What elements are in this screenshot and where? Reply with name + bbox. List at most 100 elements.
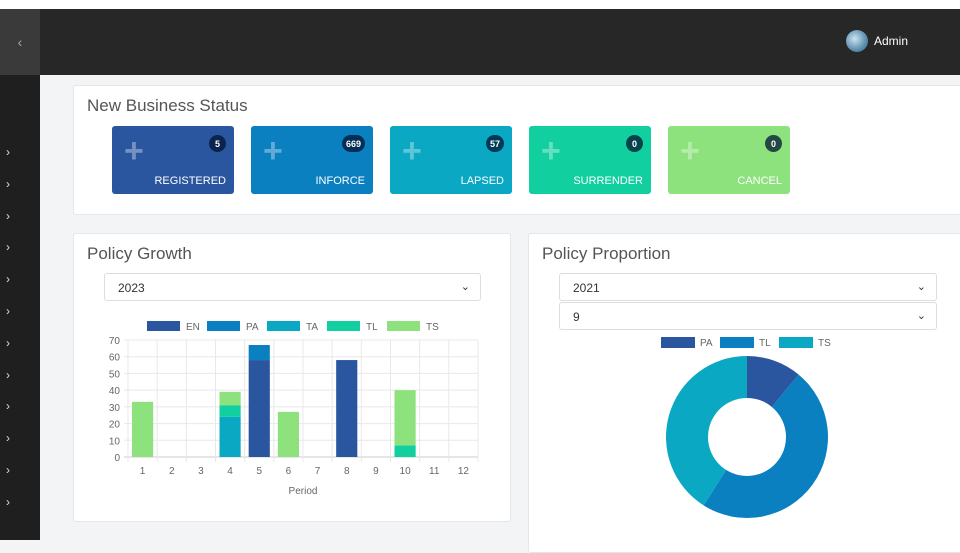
x-tick-label: 9 bbox=[373, 466, 379, 477]
year-select[interactable]: 2021 ⌄ bbox=[559, 273, 937, 301]
chevron-right-icon: › bbox=[6, 494, 10, 509]
sidebar-item[interactable]: › bbox=[0, 431, 40, 451]
panel-title: Policy Proportion bbox=[542, 244, 671, 263]
chevron-right-icon: › bbox=[6, 208, 10, 223]
year-select-value: 2023 bbox=[118, 281, 145, 295]
x-tick-label: 6 bbox=[286, 466, 292, 477]
status-card-lapsed[interactable]: +57 LAPSED bbox=[390, 126, 512, 194]
panel-title: New Business Status bbox=[87, 96, 248, 115]
card-label: SURRENDER bbox=[573, 175, 643, 187]
sidebar-item[interactable]: › bbox=[0, 209, 40, 229]
bar-pa bbox=[248, 345, 270, 361]
chevron-left-icon: ‹ bbox=[17, 34, 23, 50]
sidebar-toggle-button[interactable]: ‹ bbox=[0, 9, 40, 75]
x-tick-label: 2 bbox=[169, 466, 175, 477]
y-tick-label: 50 bbox=[109, 369, 121, 380]
count-badge: 0 bbox=[626, 135, 643, 152]
plus-icon: + bbox=[124, 132, 144, 170]
status-card-registered[interactable]: +5 REGISTERED bbox=[112, 126, 234, 194]
bar-ta bbox=[219, 416, 241, 457]
month-select-value: 9 bbox=[573, 310, 580, 324]
y-tick-label: 70 bbox=[109, 336, 121, 347]
status-card-cancel[interactable]: +0 CANCEL bbox=[668, 126, 790, 194]
card-label: REGISTERED bbox=[154, 175, 226, 187]
legend-label: TS bbox=[818, 338, 831, 349]
sidebar-item[interactable]: › bbox=[0, 495, 40, 515]
x-tick-label: 10 bbox=[400, 466, 412, 477]
donut-slice-tl bbox=[703, 374, 829, 519]
x-tick-label: 3 bbox=[198, 466, 204, 477]
legend-swatch bbox=[661, 337, 695, 348]
bar-en bbox=[248, 360, 270, 457]
x-tick-label: 5 bbox=[256, 466, 262, 477]
sidebar-item[interactable]: › bbox=[0, 463, 40, 483]
chevron-right-icon: › bbox=[6, 367, 10, 382]
month-select[interactable]: 9 ⌄ bbox=[559, 302, 937, 330]
bar-tl bbox=[394, 445, 416, 457]
sidebar-item[interactable]: › bbox=[0, 304, 40, 324]
card-label: INFORCE bbox=[315, 175, 366, 187]
chevron-right-icon: › bbox=[6, 145, 10, 159]
chevron-right-icon: › bbox=[6, 240, 10, 255]
chevron-down-icon: ⌄ bbox=[460, 281, 470, 293]
x-axis-label: Period bbox=[289, 486, 318, 497]
sidebar-item[interactable]: › bbox=[0, 272, 40, 292]
legend-swatch bbox=[327, 321, 360, 331]
x-tick-label: 12 bbox=[458, 466, 470, 477]
card-label: CANCEL bbox=[737, 175, 782, 187]
plus-icon: + bbox=[402, 132, 422, 170]
bar-tl bbox=[219, 405, 241, 417]
y-tick-label: 0 bbox=[114, 453, 120, 464]
donut-slice-ts bbox=[666, 356, 747, 506]
count-badge: 5 bbox=[209, 135, 226, 152]
plus-icon: + bbox=[680, 132, 700, 170]
x-tick-label: 4 bbox=[227, 466, 233, 477]
sidebar-item[interactable]: › bbox=[0, 368, 40, 388]
chevron-down-icon: ⌄ bbox=[916, 310, 926, 322]
chevron-right-icon: › bbox=[6, 335, 10, 350]
legend-label: PA bbox=[700, 338, 713, 349]
x-tick-label: 11 bbox=[429, 466, 440, 477]
chevron-down-icon: ⌄ bbox=[916, 281, 926, 293]
legend-label: PA bbox=[246, 322, 259, 333]
status-card-surrender[interactable]: +0 SURRENDER bbox=[529, 126, 651, 194]
sidebar-item[interactable]: › bbox=[0, 399, 40, 419]
chevron-right-icon: › bbox=[6, 272, 10, 287]
sidebar-item[interactable]: › bbox=[0, 145, 40, 165]
x-tick-label: 1 bbox=[140, 466, 146, 477]
plus-icon: + bbox=[541, 132, 561, 170]
legend-swatch bbox=[720, 337, 754, 348]
top-strip bbox=[0, 0, 960, 9]
sidebar-item[interactable]: › bbox=[0, 240, 40, 260]
chevron-right-icon: › bbox=[6, 304, 10, 318]
legend-swatch bbox=[147, 321, 180, 331]
sidebar: › › › › › › › › › › › › bbox=[0, 75, 40, 540]
bar-ts bbox=[132, 401, 154, 457]
plus-icon: + bbox=[263, 132, 283, 170]
chevron-right-icon: › bbox=[6, 463, 10, 477]
legend-label: TL bbox=[759, 338, 771, 349]
chevron-right-icon: › bbox=[6, 176, 10, 191]
bar-ts bbox=[277, 411, 299, 457]
y-tick-label: 30 bbox=[109, 403, 121, 414]
y-tick-label: 60 bbox=[109, 353, 121, 364]
card-label: LAPSED bbox=[460, 175, 504, 187]
legend-label: TL bbox=[366, 322, 378, 333]
x-tick-label: 8 bbox=[344, 466, 350, 477]
panel-title: Policy Growth bbox=[87, 244, 192, 263]
sidebar-item[interactable]: › bbox=[0, 336, 40, 356]
sidebar-item[interactable]: › bbox=[0, 177, 40, 197]
legend-swatch bbox=[779, 337, 813, 348]
status-card-inforce[interactable]: +669 INFORCE bbox=[251, 126, 373, 194]
legend-label: TS bbox=[426, 322, 439, 333]
legend-swatch bbox=[207, 321, 240, 331]
policy-growth-panel: Policy Growth 2023 ⌄ bbox=[73, 233, 511, 522]
user-menu[interactable]: Admin bbox=[846, 30, 908, 52]
y-tick-label: 40 bbox=[109, 386, 121, 397]
count-badge: 669 bbox=[341, 135, 365, 152]
chevron-right-icon: › bbox=[6, 399, 10, 414]
count-badge: 57 bbox=[485, 135, 504, 152]
year-select[interactable]: 2023 ⌄ bbox=[104, 273, 481, 301]
y-tick-label: 20 bbox=[109, 420, 121, 431]
